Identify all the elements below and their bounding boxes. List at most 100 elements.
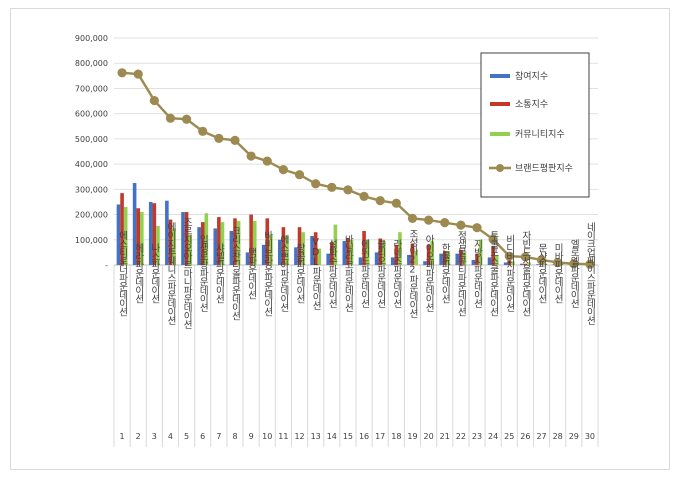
x-category-label: 엘로엘파운데이션 — [568, 239, 579, 308]
x-category-label: 에스쁘아파운데이션 — [278, 235, 289, 312]
line-point — [133, 69, 143, 79]
x-category-label: 헤라파운데이션 — [133, 243, 144, 304]
y-tick-label: - — [105, 261, 108, 270]
bar — [281, 227, 286, 265]
legend-label: 커뮤니티지수 — [515, 129, 565, 140]
line-point — [214, 133, 224, 143]
bar — [236, 220, 241, 265]
x-category-label: 조르지오아르마니파운데이션 — [181, 218, 192, 329]
x-category-label: 바비브라운파운데이션 — [262, 231, 273, 317]
legend-swatch — [490, 102, 510, 106]
bar — [543, 263, 547, 265]
x-rank-number: 19 — [407, 432, 417, 441]
bar — [358, 257, 363, 265]
bar — [301, 232, 305, 265]
bar — [398, 232, 402, 265]
x-category-label: 클리오파운데이션 — [375, 239, 386, 308]
x-rank-number: 4 — [168, 432, 173, 441]
bar — [503, 262, 508, 265]
x-category-label: 에이지투웨니스파운데이션 — [165, 222, 176, 325]
bar — [349, 239, 354, 265]
line-point — [440, 218, 450, 228]
line-point — [149, 95, 159, 106]
x-category-label: 자빈드서울파운데이션 — [520, 231, 531, 317]
x-rank-number: 21 — [440, 432, 450, 441]
x-category-label: 정샘물뷰티파운데이션 — [455, 231, 466, 317]
bar — [313, 232, 318, 265]
x-rank-number: 26 — [520, 432, 530, 441]
line-point — [359, 191, 369, 201]
bar — [410, 243, 415, 265]
x-rank-number: 5 — [184, 432, 189, 441]
x-rank-number: 25 — [504, 432, 514, 441]
bar — [213, 228, 218, 265]
line-point — [472, 223, 482, 233]
x-rank-number: 15 — [343, 432, 353, 441]
bar — [217, 217, 221, 265]
line-point — [536, 255, 547, 265]
bar — [165, 200, 169, 265]
x-rank-number: 23 — [472, 432, 482, 441]
bar — [378, 238, 382, 265]
y-tick-label: 700,000 — [75, 84, 108, 93]
line-point — [311, 179, 321, 189]
bar — [269, 234, 273, 265]
line-point — [230, 135, 240, 146]
bar — [330, 242, 334, 265]
x-category-label: 지방시파운데이션 — [472, 239, 483, 308]
x-category-label: 투쿨포스쿨파운데이션 — [488, 231, 499, 317]
chart: - 100,000 200,000 300,000 400,000 500,000 600,… — [75, 34, 599, 447]
line-point — [391, 198, 401, 208]
bar — [407, 254, 411, 265]
line-point — [165, 113, 176, 123]
bar — [426, 244, 431, 265]
line-point — [569, 259, 579, 269]
x-rank-number: 6 — [200, 432, 205, 441]
bar — [471, 259, 476, 265]
x-category-label: 랑콤파운데이션 — [294, 243, 305, 304]
bar — [374, 252, 379, 265]
x-rank-number: 27 — [536, 432, 546, 441]
bar — [459, 249, 463, 265]
line-series — [117, 68, 595, 269]
line-point — [343, 185, 353, 195]
bar — [285, 235, 289, 265]
x-category-label: 에스티로더파운데이션 — [117, 231, 128, 317]
bar — [120, 193, 124, 265]
bar — [462, 252, 467, 265]
bar — [326, 253, 330, 265]
bar — [140, 212, 144, 265]
x-category-label: 입생로랑파운데이션 — [197, 234, 208, 312]
bar — [390, 257, 395, 265]
line-point — [198, 126, 208, 136]
line-point — [504, 251, 514, 261]
bar — [168, 219, 173, 265]
x-rank-number: 30 — [585, 432, 595, 441]
bar — [197, 227, 201, 265]
bar — [333, 224, 338, 265]
bar — [249, 214, 253, 265]
x-rank-number: 3 — [152, 432, 157, 441]
line-point — [553, 257, 563, 268]
line-point — [182, 114, 192, 124]
bar — [172, 228, 176, 265]
bar — [152, 203, 157, 265]
x-rank-number: 20 — [424, 432, 434, 441]
bar — [123, 206, 128, 265]
bar — [245, 252, 250, 265]
bar — [423, 261, 427, 265]
y-tick-label: 600,000 — [75, 110, 108, 119]
x-rank-number: 17 — [375, 432, 385, 441]
x-category-label: VDL파운데이션 — [310, 237, 321, 310]
bar — [116, 204, 121, 265]
chart-frame: - 100,000 200,000 300,000 400,000 500,000 600,… — [10, 8, 670, 470]
line-point — [117, 68, 127, 78]
bar — [297, 227, 302, 265]
x-category-label: 한율파운데이션 — [439, 243, 450, 303]
x-category-label: 설화수파운데이션 — [326, 239, 337, 308]
bar — [414, 251, 418, 265]
x-category-label: 에뛰드파운데이션 — [359, 239, 370, 308]
y-tick-label: 900,000 — [75, 34, 108, 43]
bar — [310, 235, 314, 265]
